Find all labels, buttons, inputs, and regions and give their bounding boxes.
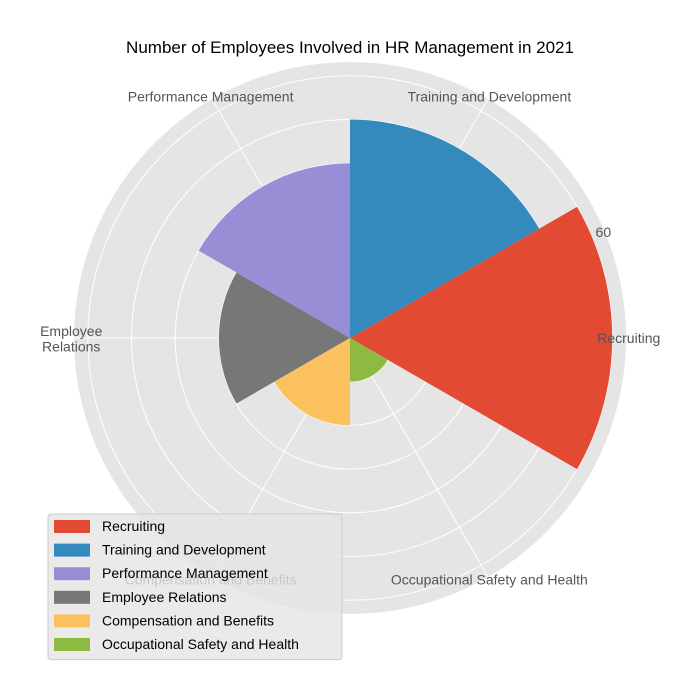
legend-swatch-5	[54, 638, 90, 651]
legend-swatch-2	[54, 567, 90, 580]
category-label-0: Recruiting	[597, 330, 660, 346]
legend-label-5: Occupational Safety and Health	[102, 636, 299, 652]
category-label-2: Performance Management	[128, 88, 294, 104]
category-label-1: Training and Development	[408, 88, 572, 104]
legend-swatch-0	[54, 520, 90, 533]
legend-swatch-3	[54, 591, 90, 604]
legend: Recruiting Training and Development Perfor…	[48, 514, 342, 660]
legend-swatch-4	[54, 614, 90, 627]
legend-label-0: Recruiting	[102, 518, 165, 534]
legend-swatch-1	[54, 544, 90, 557]
category-label-5: Occupational Safety and Health	[391, 571, 588, 587]
legend-label-1: Training and Development	[102, 542, 266, 558]
chart-title: Number of Employees Involved in HR Manag…	[126, 38, 574, 57]
legend-label-3: Employee Relations	[102, 589, 227, 605]
category-label-3: Employee Relations	[40, 323, 102, 354]
radial-tick-labels: 60	[596, 224, 612, 240]
legend-label-4: Compensation and Benefits	[102, 612, 274, 628]
radial-tick-label-0: 60	[596, 224, 612, 240]
legend-label-2: Performance Management	[102, 565, 268, 581]
